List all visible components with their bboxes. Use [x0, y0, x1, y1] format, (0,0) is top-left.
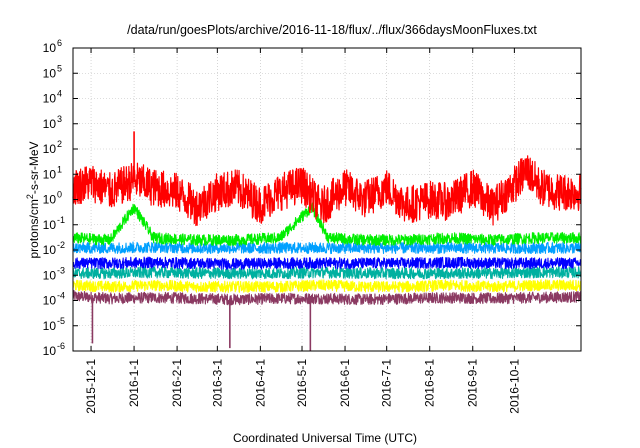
- x-tick-label: 2016-10-1: [507, 359, 521, 414]
- y-tick-label: 10: [43, 142, 57, 156]
- x-tick-label: 2016-5-1: [295, 359, 309, 407]
- y-tick-label: 10: [43, 268, 57, 282]
- series-line: [72, 202, 582, 247]
- y-tick-label-exp: -4: [57, 291, 65, 301]
- y-tick-label: 10: [43, 92, 57, 106]
- series-line: [72, 155, 582, 227]
- y-tick-label-base: 10: [43, 218, 57, 232]
- x-tick-label: 2016-2-1: [170, 359, 184, 407]
- y-tick-label-exp: -2: [57, 240, 65, 250]
- series-line: [72, 279, 582, 293]
- y-axis-label-prefix: protons/cm: [27, 199, 41, 258]
- x-tick-label: 2016-9-1: [466, 359, 480, 407]
- y-tick-label-exp: 6: [57, 38, 62, 48]
- series-line: [72, 290, 582, 306]
- y-tick-label-base: 10: [43, 66, 57, 80]
- x-axis-label: Coordinated Universal Time (UTC): [233, 431, 417, 445]
- y-axis: 10 -610 -510 -410 -310 -210 -110 010 110 210 310 41…: [43, 38, 581, 358]
- y-tick-label-exp: 3: [57, 114, 62, 124]
- x-tick-label: 2016-3-1: [210, 359, 224, 407]
- y-tick-label-base: 10: [43, 344, 57, 358]
- y-tick-label-base: 10: [43, 92, 57, 106]
- x-axis: 2015-12-1 2016-1-1 2016-2-1 2016-3-1 2016-4-…: [84, 48, 521, 414]
- y-tick-label-base: 10: [43, 243, 57, 257]
- chart-title: /data/run/goesPlots/archive/2016-11-18/f…: [127, 23, 537, 37]
- y-tick-label: 10: [43, 218, 57, 232]
- y-tick-label-base: 10: [43, 268, 57, 282]
- y-axis-label-suffix: -s-sr-MeV: [27, 141, 41, 194]
- y-tick-label-base: 10: [43, 41, 57, 55]
- y-tick-label-base: 10: [43, 294, 57, 308]
- series-line: [72, 241, 582, 255]
- y-tick-label-exp: -6: [57, 341, 65, 351]
- y-tick-label: 10: [43, 344, 57, 358]
- y-tick-label-exp: -5: [57, 316, 65, 326]
- y-tick-label: 10: [43, 41, 57, 55]
- series-group: [72, 131, 582, 351]
- y-tick-label-exp: 0: [57, 190, 62, 200]
- y-tick-label-base: 10: [43, 193, 57, 207]
- x-tick-label: 2015-12-1: [84, 359, 98, 414]
- y-tick-label-base: 10: [43, 319, 57, 333]
- y-tick-label-base: 10: [43, 117, 57, 131]
- y-tick-label-exp: -1: [57, 215, 65, 225]
- y-tick-label: 10: [43, 193, 57, 207]
- y-tick-label: 10: [43, 319, 57, 333]
- y-tick-label-exp: 1: [57, 164, 62, 174]
- y-tick-label: 10: [43, 167, 57, 181]
- y-tick-label-base: 10: [43, 142, 57, 156]
- x-tick-label: 2016-4-1: [253, 359, 267, 407]
- series-line: [72, 266, 582, 280]
- y-tick-label-exp: 4: [57, 89, 62, 99]
- y-tick-label: 10: [43, 294, 57, 308]
- y-tick-label: 10: [43, 66, 57, 80]
- y-axis-label-sup: 2: [25, 194, 35, 199]
- y-tick-label-base: 10: [43, 167, 57, 181]
- x-tick-label: 2016-1-1: [127, 359, 141, 407]
- y-tick-label: 10: [43, 243, 57, 257]
- x-tick-label: 2016-6-1: [338, 359, 352, 407]
- x-tick-label: 2016-7-1: [380, 359, 394, 407]
- x-tick-label: 2016-8-1: [423, 359, 437, 407]
- y-tick-label: 10: [43, 117, 57, 131]
- y-axis-label: protons/cm2-s-sr-MeV: [25, 141, 41, 258]
- y-tick-label-exp: -3: [57, 265, 65, 275]
- series-line: [72, 256, 582, 270]
- y-tick-label-exp: 2: [57, 139, 62, 149]
- y-tick-label-exp: 5: [57, 63, 62, 73]
